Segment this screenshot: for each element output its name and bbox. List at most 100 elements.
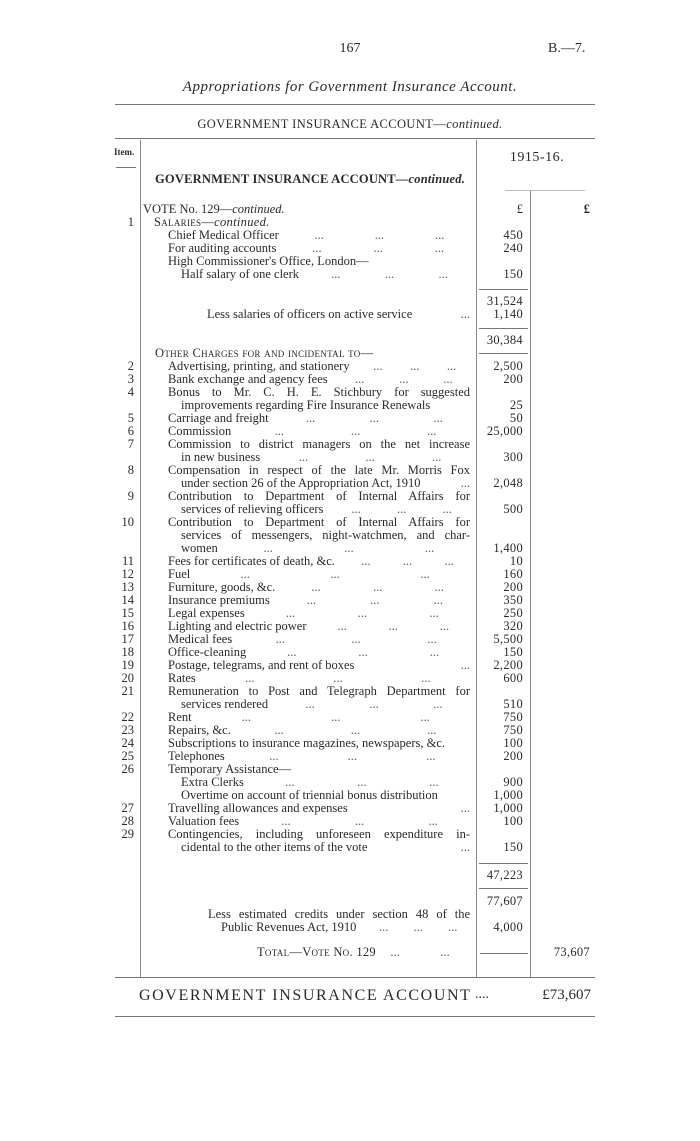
page-title: Appropriations for Government Insurance …	[182, 79, 518, 95]
section-heading-italic: continued.	[408, 172, 466, 186]
table-row: Less estimated credits under section 48 …	[0, 908, 700, 921]
dot-leader: ......	[390, 945, 450, 959]
row-text: Repairs, &c.	[168, 723, 231, 737]
row-amount: 31,524	[486, 294, 523, 308]
dot-leader: .........	[285, 775, 439, 789]
dot-leader: .........	[305, 411, 443, 425]
dot-leader: .........	[351, 502, 452, 516]
subtitle-italic: continued.	[446, 117, 503, 131]
row-text: in new business	[181, 450, 261, 464]
item-number: 4	[127, 385, 134, 399]
table-row: Chief Medical Officer......... 450	[0, 229, 700, 242]
row-amount: 150	[503, 645, 523, 659]
subtotal-rule	[479, 888, 528, 889]
table-row: 12 Fuel......... 160	[0, 568, 700, 581]
dot-leader: ...	[460, 476, 470, 490]
table-row: 3 Bank exchange and agency fees......... 2…	[0, 373, 700, 386]
row-description: Remuneration to Post and Telegraph Depar…	[168, 685, 470, 698]
dot-leader: ...	[460, 307, 470, 321]
table-row: Extra Clerks......... 900	[0, 776, 700, 789]
row-text: For auditing accounts	[168, 241, 277, 255]
subtotal-row: 77,607	[0, 895, 700, 908]
row-amount: 160	[503, 567, 523, 581]
row-text: Contribution to Department of Internal A…	[168, 515, 470, 529]
row-amount: 25,000	[486, 424, 523, 438]
row-description: Office-cleaning.........	[168, 646, 470, 659]
row-amount: 450	[503, 228, 523, 242]
item-number: 18	[121, 645, 135, 659]
table-row: 25 Telephones......... 200	[0, 750, 700, 763]
row-description: High Commissioner's Office, London—	[168, 255, 470, 268]
row-amount: 900	[503, 775, 523, 789]
table-row: 28 Valuation fees......... 100	[0, 815, 700, 828]
table-row: 4 Bonus to Mr. C. H. E. Stichbury for sug…	[0, 386, 700, 399]
row-description: Commission to district managers on the n…	[168, 438, 470, 451]
table-row: Public Revenues Act, 1910......... 4,000	[0, 921, 700, 934]
row-description: Contribution to Department of Internal A…	[168, 516, 470, 529]
row-description: Valuation fees.........	[168, 815, 470, 828]
row-text: Office-cleaning	[168, 645, 247, 659]
salaries-label: Salaries—	[154, 215, 215, 229]
table-row: 14 Insurance premiums......... 350	[0, 594, 700, 607]
row-text: women	[181, 541, 218, 555]
dot-leader: .........	[337, 619, 450, 633]
item-number: 23	[121, 723, 135, 737]
row-description: Temporary Assistance—	[168, 763, 470, 776]
row-description: Insurance premiums.........	[168, 594, 470, 607]
table-row: under section 26 of the Appropriation Ac…	[0, 477, 700, 490]
row-text: Less salaries of officers on active serv…	[207, 307, 413, 321]
row-text: Valuation fees	[168, 814, 240, 828]
item-column-rule	[140, 140, 141, 977]
item-number: 8	[127, 463, 134, 477]
divider	[116, 167, 136, 168]
row-text: Insurance premiums	[168, 593, 270, 607]
row-amount: 100	[503, 736, 523, 750]
dot-leader: .........	[373, 359, 457, 373]
row-text: Bank exchange and agency fees	[168, 372, 328, 386]
row-description: women.........	[181, 542, 470, 555]
currency-col2: £	[583, 202, 590, 216]
dot-leader: ...	[460, 658, 470, 672]
row-description: Lighting and electric power.........	[168, 620, 470, 633]
table-row: 15 Legal expenses......... 250	[0, 607, 700, 620]
subtotal-row: 31,524	[0, 295, 700, 308]
table-row: 27 Travelling allowances and expenses... 1…	[0, 802, 700, 815]
dot-leader: ...	[460, 801, 470, 815]
item-number: 9	[127, 489, 134, 503]
subtotal-row: 30,384	[0, 334, 700, 347]
subtotal-rule	[479, 353, 528, 354]
row-description: Rates.........	[168, 672, 470, 685]
dot-leader: .........	[355, 372, 453, 386]
table-row: 21 Remuneration to Post and Telegraph Dep…	[0, 685, 700, 698]
row-text: Remuneration to Post and Telegraph Depar…	[168, 684, 470, 698]
row-amount: 1,000	[493, 801, 523, 815]
divider	[115, 138, 595, 139]
row-amount: 47,223	[486, 868, 523, 882]
item-number: 16	[121, 619, 135, 633]
table-row: women......... 1,400	[0, 542, 700, 555]
dot-leader: .........	[263, 541, 435, 555]
page-number: 167	[339, 41, 361, 56]
row-description: Bank exchange and agency fees.........	[168, 373, 470, 386]
row-description: Overtime on account of triennial bonus d…	[181, 789, 470, 802]
row-amount: 500	[503, 502, 523, 516]
item-number: 11	[121, 554, 134, 568]
item-number: 25	[121, 749, 135, 763]
table-row: cidental to the other items of the vote.…	[0, 841, 700, 854]
row-amount: 350	[503, 593, 523, 607]
total-label: Total—Vote No. 129	[257, 945, 376, 959]
row-text: Chief Medical Officer	[168, 228, 279, 242]
table-row: 23 Repairs, &c.......... 750	[0, 724, 700, 737]
dot-leader: ...	[460, 840, 470, 854]
row-text: Half salary of one clerk	[181, 267, 299, 281]
row-amount: 30,384	[486, 333, 523, 347]
item-number: 10	[121, 515, 135, 529]
dot-leader: .........	[269, 749, 436, 763]
footer-leader: ....	[475, 987, 489, 1002]
vote-label: VOTE No. 129—	[143, 202, 233, 216]
table-row: services rendered......... 510	[0, 698, 700, 711]
row-text: Extra Clerks	[181, 775, 244, 789]
dot-leader: .........	[331, 267, 448, 281]
item-number: 26	[121, 762, 135, 776]
row-amount: 320	[503, 619, 523, 633]
